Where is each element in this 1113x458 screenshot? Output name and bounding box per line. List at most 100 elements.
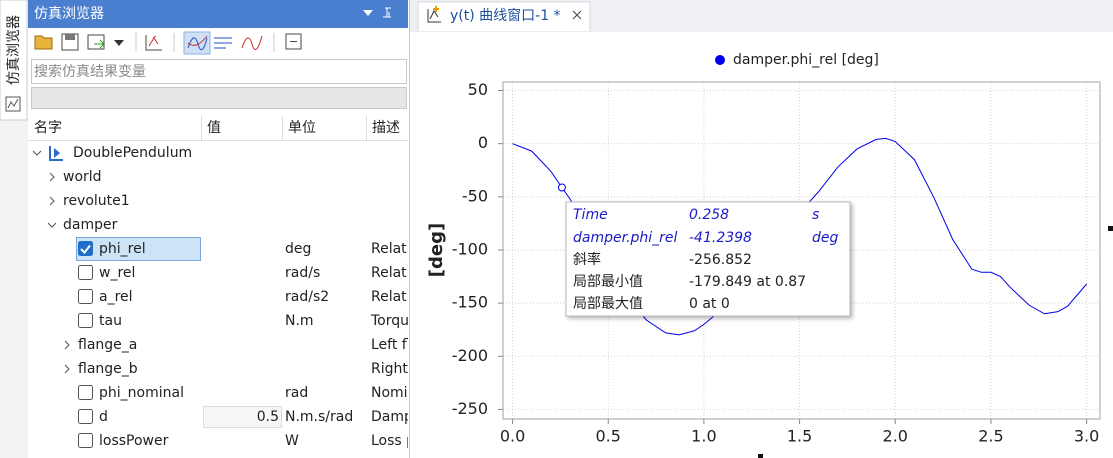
variable-name: world xyxy=(63,169,102,185)
y-tick-label: -200 xyxy=(452,346,488,365)
checkbox[interactable] xyxy=(78,241,93,256)
variable-description: Damp xyxy=(371,409,413,425)
value-field[interactable] xyxy=(203,406,282,428)
variable-value: 0.5 xyxy=(257,409,279,425)
column-header[interactable]: 值 xyxy=(207,120,221,136)
legend-label[interactable]: damper.phi_rel [deg] xyxy=(733,52,879,68)
row-selection xyxy=(76,237,201,261)
table-header xyxy=(28,116,408,140)
pin-button[interactable] xyxy=(383,7,391,18)
browser-title: 仿真浏览器 xyxy=(34,6,104,22)
close-tab-button[interactable] xyxy=(572,10,582,20)
plot-frame xyxy=(502,81,1101,420)
column-header[interactable]: 描述 xyxy=(372,120,400,136)
progress-bar xyxy=(31,87,407,109)
resize-handle[interactable] xyxy=(758,454,763,458)
tooltip-label: 局部最小值 xyxy=(573,274,643,290)
variable-name: damper xyxy=(63,217,118,233)
expander[interactable] xyxy=(47,222,57,228)
x-tick-label: 1.0 xyxy=(691,427,716,446)
menu-arrow[interactable] xyxy=(363,10,373,16)
plot-button[interactable] xyxy=(145,35,162,51)
y-tick-label: 50 xyxy=(468,80,488,99)
tooltip: Time 0.258 s damper.phi_rel -41.2398 deg… xyxy=(565,201,851,317)
plot-tab-icon-star xyxy=(433,6,439,12)
variable-name: revolute1 xyxy=(63,193,130,209)
y-tick-label: 0 xyxy=(478,133,488,152)
tooltip-value: -179.849 at 0.87 xyxy=(689,274,806,290)
expander[interactable] xyxy=(64,340,70,350)
checkbox[interactable] xyxy=(78,289,93,304)
side-tab-icon-line xyxy=(7,98,19,109)
side-tab-icon xyxy=(5,96,21,112)
tooltip-label: 斜率 xyxy=(573,251,601,268)
tooltip-label: 局部最大值 xyxy=(573,296,643,312)
variable-unit: W xyxy=(285,433,299,449)
browser-panel: 仿真浏览器 搜索仿真结果变量 xyxy=(28,0,413,458)
export-button[interactable] xyxy=(87,34,105,50)
tooltip-value: -256.852 xyxy=(689,252,752,268)
y-tick-label: -250 xyxy=(452,399,488,418)
x-tick-label: 2.0 xyxy=(883,427,908,446)
variable-description: Torqu xyxy=(370,313,409,329)
resize-handle[interactable] xyxy=(1108,226,1113,231)
variable-name: flange_a xyxy=(78,337,137,353)
open-button[interactable] xyxy=(34,35,53,50)
export-menu[interactable] xyxy=(114,40,124,46)
checkbox[interactable] xyxy=(78,433,93,448)
variable-name: w_rel xyxy=(99,265,135,281)
checkmark xyxy=(80,244,91,255)
checkbox[interactable] xyxy=(78,385,93,400)
tooltip-unit: s xyxy=(812,207,819,223)
variable-tree: DoublePendulum world revolute1 damper phi_re… xyxy=(32,145,413,449)
overlay-button[interactable] xyxy=(241,35,263,50)
toolbar xyxy=(34,31,302,55)
tooltip-box xyxy=(565,201,851,317)
legend-marker xyxy=(715,55,725,65)
variable-name: phi_rel xyxy=(99,241,146,257)
side-tab[interactable] xyxy=(0,0,28,121)
variable-name: a_rel xyxy=(99,289,133,305)
plot-tab-icon xyxy=(427,9,441,23)
search-box[interactable] xyxy=(31,59,407,84)
expander[interactable] xyxy=(64,364,70,374)
y-axis-label: [deg] xyxy=(426,223,447,277)
checkbox[interactable] xyxy=(78,313,93,328)
side-tab-label: 仿真浏览器 xyxy=(6,15,22,85)
model-icon xyxy=(49,146,63,161)
expander[interactable] xyxy=(49,172,55,182)
expander[interactable] xyxy=(49,196,55,206)
save-icon-part xyxy=(65,34,75,40)
variable-name: lossPower xyxy=(99,433,169,449)
checkbox[interactable] xyxy=(78,409,93,424)
variable-name: tau xyxy=(99,313,122,329)
model-icon-play xyxy=(54,148,60,158)
variable-description: Relati xyxy=(371,265,411,281)
browser-title-bar xyxy=(28,0,408,28)
search-placeholder: 搜索仿真结果变量 xyxy=(34,63,146,80)
x-tick-label: 1.5 xyxy=(787,427,812,446)
expander[interactable] xyxy=(32,150,42,156)
variable-name: phi_nominal xyxy=(99,385,184,401)
variable-unit: rad/s2 xyxy=(285,289,329,305)
x-tick-label: 0.0 xyxy=(500,427,525,446)
column-header[interactable]: 单位 xyxy=(288,120,316,136)
table-mode-button[interactable] xyxy=(214,37,232,49)
variable-description: Right xyxy=(371,361,408,377)
curve-icon xyxy=(187,35,208,46)
variable-unit: rad xyxy=(285,385,308,401)
checkbox[interactable] xyxy=(78,265,93,280)
x-tick-label: 2.5 xyxy=(978,427,1003,446)
variable-unit: N.m xyxy=(285,313,314,329)
y-tick-label: -50 xyxy=(462,186,488,205)
cursor-marker xyxy=(557,183,566,192)
variable-unit: rad/s xyxy=(285,265,320,281)
column-header[interactable]: 名字 xyxy=(34,120,62,136)
variable-unit: N.m.s/rad xyxy=(285,409,353,425)
export-arrow xyxy=(94,39,105,49)
tooltip-label: Time xyxy=(573,207,608,223)
plot-tab-title: y(t) 曲线窗口-1 * xyxy=(450,7,561,24)
tooltip-value: 0 at 0 xyxy=(689,296,730,312)
variable-unit: deg xyxy=(285,241,311,257)
